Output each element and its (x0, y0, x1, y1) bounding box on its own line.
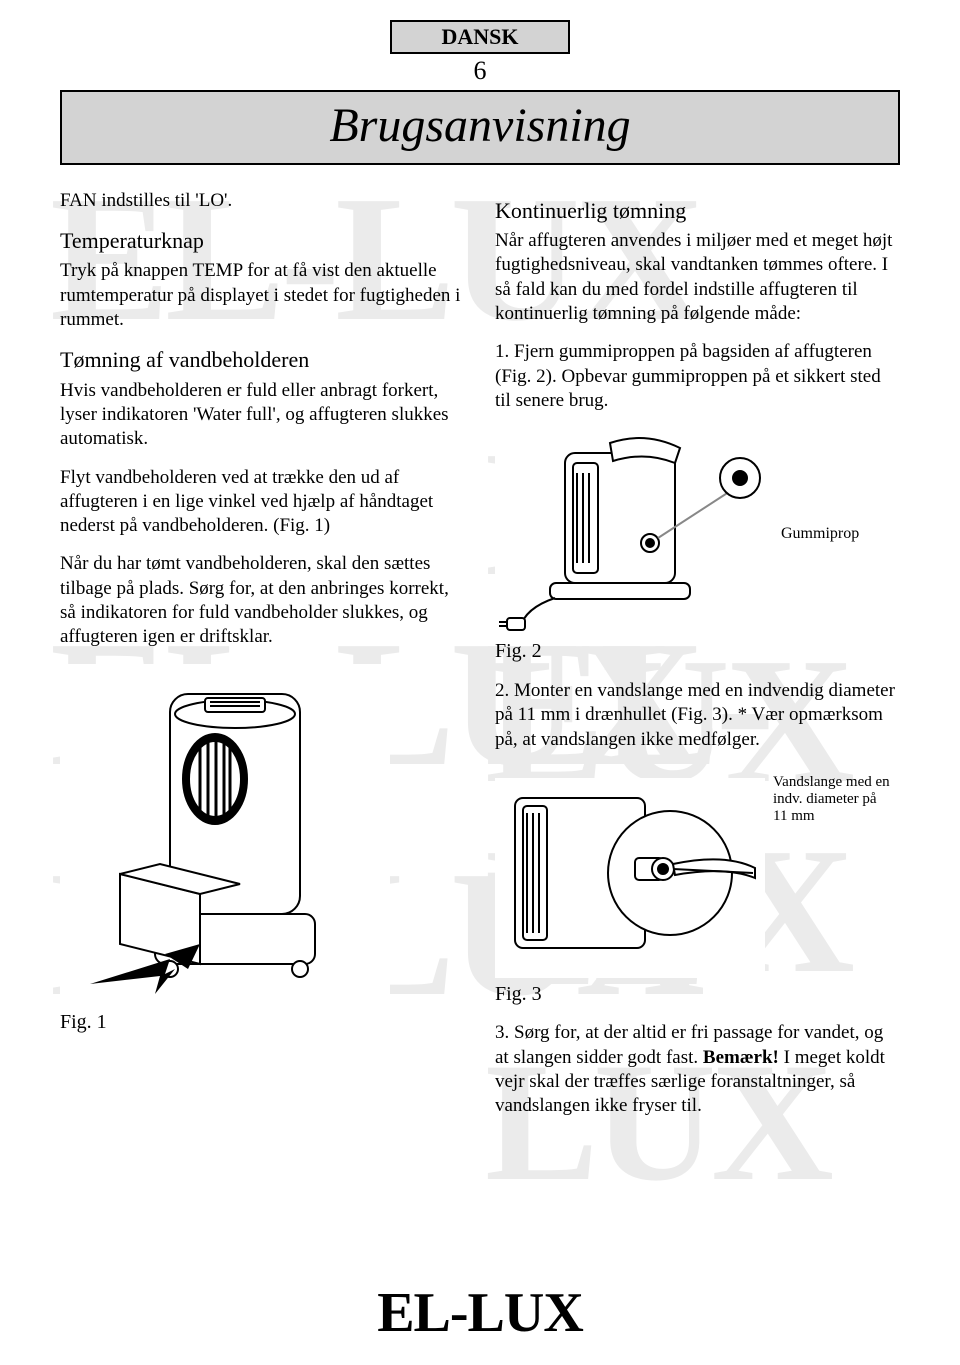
language-tab: DANSK (390, 20, 570, 54)
figure-3-side-label: Vandslange med en indv. diameter på 11 m… (773, 774, 893, 826)
fan-setting-text: FAN indstilles til 'LO'. (60, 189, 465, 213)
continuous-p4: 3. Sørg for, at der altid er fri passage… (495, 1021, 900, 1118)
emptying-p3: Når du har tømt vandbeholderen, skal den… (60, 552, 465, 649)
section-continuous-heading: Kontinuerlig tømning (495, 197, 900, 225)
left-column: FAN indstilles til 'LO'. Temperaturknap … (60, 189, 465, 1133)
footer-brand: EL-LUX (0, 1281, 960, 1345)
continuous-p4-bold: Bemærk! (703, 1047, 779, 1068)
continuous-p3: 2. Monter en vandslange med en indvendig… (495, 679, 900, 752)
section-temperature-heading: Temperaturknap (60, 227, 465, 255)
right-column: Kontinuerlig tømning Når affugteren anve… (495, 189, 900, 1133)
emptying-p1: Hvis vandbeholderen er fuld eller anbrag… (60, 379, 465, 452)
continuous-p2: 1. Fjern gummiproppen på bagsiden af aff… (495, 340, 900, 413)
page-number: 6 (60, 56, 900, 86)
figure-3-illustration (495, 778, 765, 978)
temperature-body: Tryk på knappen TEMP for at få vist den … (60, 259, 465, 332)
figure-1-label: Fig. 1 (60, 1010, 465, 1036)
figure-2-label: Fig. 2 (495, 639, 900, 665)
section-emptying-heading: Tømning af vandbeholderen (60, 346, 465, 374)
emptying-p2: Flyt vandbeholderen ved at trække den ud… (60, 466, 465, 539)
figure-2-illustration (495, 433, 775, 633)
figure-1-illustration (60, 664, 390, 1004)
figure-3-label: Fig. 3 (495, 982, 900, 1008)
figure-2-side-label: Gummiprop (781, 525, 859, 543)
continuous-p1: Når affugteren anvendes i miljøer med et… (495, 229, 900, 326)
document-title: Brugsanvisning (60, 90, 900, 165)
